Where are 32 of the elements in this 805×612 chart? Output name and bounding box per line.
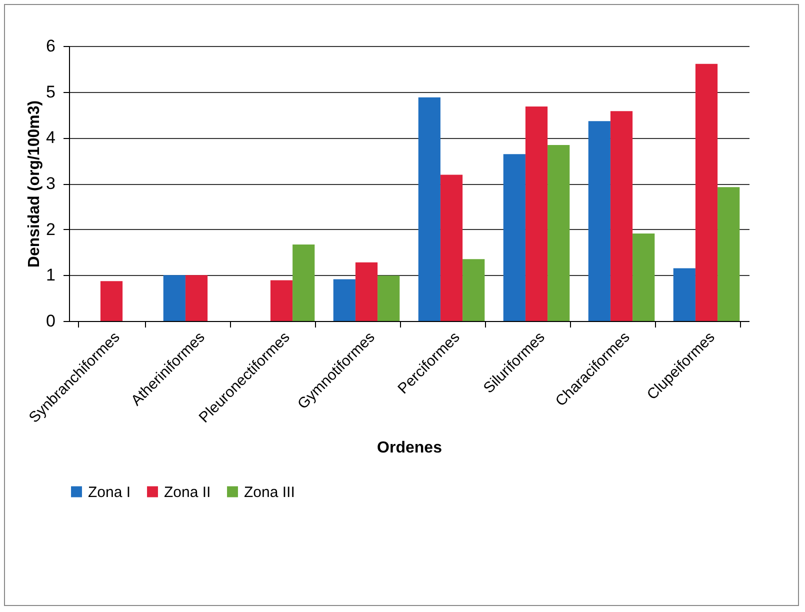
bar [100, 281, 123, 321]
bar [418, 97, 440, 321]
bar [333, 279, 356, 321]
bar [462, 259, 485, 321]
bar [695, 64, 718, 321]
x-axis-title: Ordenes [377, 440, 442, 457]
bar [632, 233, 655, 321]
bar [440, 174, 463, 321]
bar [292, 244, 315, 321]
y-tick-label: 1 [46, 266, 56, 285]
bar [588, 121, 610, 321]
y-axis-title: Densidad (org/100m3) [26, 100, 44, 268]
bar [610, 111, 633, 321]
bar [525, 106, 548, 321]
y-tick-label: 2 [46, 220, 56, 239]
legend-label: Zona II [164, 484, 211, 501]
y-tick-label: 0 [46, 312, 56, 330]
bar [548, 145, 570, 321]
y-tick-label: 6 [46, 36, 56, 56]
bar [185, 275, 208, 321]
bar [673, 268, 696, 321]
legend-label: Zona III [244, 484, 295, 501]
y-tick-label: 4 [46, 128, 56, 148]
bar [503, 154, 526, 321]
y-tick-label: 5 [46, 82, 56, 102]
bar [270, 280, 293, 321]
legend-label: Zona I [88, 484, 131, 501]
y-tick-label: 3 [46, 174, 56, 193]
bar [378, 276, 400, 321]
bar [718, 187, 740, 321]
bar [355, 262, 378, 321]
bar [163, 275, 186, 321]
